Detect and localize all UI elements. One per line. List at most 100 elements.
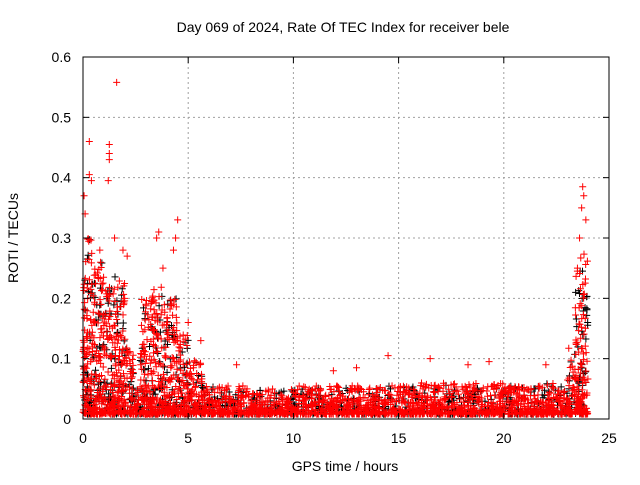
roti-point — [111, 409, 119, 417]
roti-outlier-point — [159, 264, 167, 272]
roti-point — [581, 324, 589, 332]
roti-point — [210, 408, 218, 416]
roti-point — [411, 392, 419, 400]
roti-point — [142, 302, 150, 310]
roti-point — [183, 385, 191, 393]
background-point — [111, 273, 119, 281]
roti-point — [574, 393, 582, 401]
roti-point — [93, 357, 101, 365]
roti-point — [454, 387, 462, 395]
roti-point — [222, 384, 230, 392]
roti-point — [354, 382, 362, 390]
roti-point — [544, 406, 552, 414]
roti-point — [573, 338, 581, 346]
roti-point — [214, 385, 222, 393]
roti-point — [155, 398, 163, 406]
roti-point — [87, 386, 95, 394]
roti-point — [152, 330, 160, 338]
roti-point — [325, 407, 333, 415]
roti-point — [107, 404, 115, 412]
roti-point — [475, 410, 483, 418]
roti-point — [185, 402, 193, 410]
roti-point — [158, 375, 166, 383]
background-point — [110, 301, 118, 309]
roti-point — [185, 371, 193, 379]
roti-point — [150, 368, 158, 376]
roti-point — [160, 374, 168, 382]
roti-point — [166, 378, 174, 386]
roti-point — [105, 312, 113, 320]
roti-point — [365, 409, 373, 417]
roti-outlier-point — [155, 228, 163, 236]
roti-point — [302, 394, 310, 402]
roti-point — [100, 318, 108, 326]
roti-point — [361, 394, 369, 402]
roti-point — [430, 382, 438, 390]
roti-point — [380, 397, 388, 405]
roti-point — [200, 410, 208, 418]
roti-point — [548, 383, 556, 391]
roti-outlier-point — [96, 246, 104, 254]
roti-point — [155, 359, 163, 367]
roti-point — [100, 311, 108, 319]
roti-outlier-point — [111, 234, 119, 242]
roti-point — [187, 374, 195, 382]
roti-outlier-point — [579, 183, 587, 191]
roti-point — [459, 398, 467, 406]
roti-point — [543, 406, 551, 414]
roti-point — [508, 410, 516, 418]
roti-point — [429, 388, 437, 396]
roti-point — [357, 404, 365, 412]
roti-point — [357, 386, 365, 394]
roti-point — [564, 376, 572, 384]
roti-point — [461, 382, 469, 390]
roti-point — [87, 316, 95, 324]
roti-point — [520, 391, 528, 399]
roti-outlier-point — [153, 234, 161, 242]
roti-point — [143, 336, 151, 344]
roti-point — [344, 401, 352, 409]
roti-point — [523, 404, 531, 412]
roti-point — [332, 409, 340, 417]
roti-point — [99, 279, 107, 287]
roti-point — [126, 389, 134, 397]
roti-outlier-point — [384, 352, 392, 360]
roti-point — [487, 392, 495, 400]
y-tick-label: 0.4 — [52, 170, 72, 186]
roti-point — [151, 410, 159, 418]
roti-point — [458, 407, 466, 415]
roti-point — [352, 407, 360, 415]
roti-point — [121, 386, 129, 394]
roti-point — [113, 389, 121, 397]
roti-point — [578, 360, 586, 368]
roti-point — [572, 339, 580, 347]
roti-point — [403, 406, 411, 414]
roti-point — [111, 335, 119, 343]
roti-point — [166, 305, 174, 313]
roti-point — [187, 388, 195, 396]
roti-point — [136, 383, 144, 391]
roti-point — [580, 330, 588, 338]
roti-point — [117, 302, 125, 310]
roti-point — [175, 384, 183, 392]
roti-point — [570, 383, 578, 391]
roti-point — [190, 400, 198, 408]
roti-point — [217, 405, 225, 413]
roti-outlier-point — [105, 150, 113, 158]
roti-point — [317, 386, 325, 394]
background-point — [272, 390, 280, 398]
roti-point — [579, 311, 587, 319]
roti-point — [202, 383, 210, 391]
roti-point — [517, 401, 525, 409]
roti-point — [97, 300, 105, 308]
roti-point — [103, 327, 111, 335]
roti-outlier-point — [576, 234, 584, 242]
roti-point — [292, 392, 300, 400]
roti-point — [522, 409, 530, 417]
roti-point — [130, 406, 138, 414]
roti-point — [177, 378, 185, 386]
roti-point — [189, 386, 197, 394]
roti-point — [422, 383, 430, 391]
roti-point — [144, 371, 152, 379]
roti-point — [101, 410, 109, 418]
